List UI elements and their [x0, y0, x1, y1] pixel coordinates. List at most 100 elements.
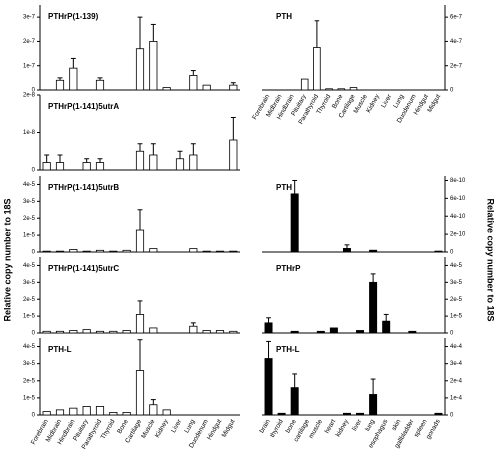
y-tick-label: 0: [32, 88, 36, 94]
panel-title: PTHrP(1-141)5utrA: [48, 102, 119, 111]
bar: [342, 248, 351, 253]
bar: [149, 154, 158, 171]
panel-title: PTH: [276, 183, 292, 192]
y-tick-label: 2e-8: [23, 93, 36, 99]
bar: [135, 229, 145, 253]
bar: [42, 162, 51, 171]
bar: [229, 330, 238, 334]
y-tick-label: 0: [450, 250, 454, 256]
bar: [122, 330, 131, 334]
bar: [277, 412, 286, 416]
panel-title: PTH-L: [276, 345, 300, 354]
x-tick-label: kidney: [335, 418, 351, 438]
y-axis-label: Relative copy number to 18S: [486, 198, 496, 321]
y-tick-label: 2e-5: [23, 216, 36, 222]
y-tick-label: 4e-4: [450, 344, 463, 350]
bar: [69, 407, 78, 416]
bar: [149, 248, 158, 253]
bar: [42, 411, 51, 416]
bar: [189, 248, 198, 253]
bar: [95, 79, 105, 91]
bar: [329, 327, 338, 334]
x-tick-label: Lung: [183, 418, 196, 434]
y-tick-label: 0: [450, 413, 454, 419]
y-tick-label: 2e-10: [450, 232, 466, 238]
bar: [55, 330, 65, 334]
bar: [264, 322, 273, 334]
y-tick-label: 0: [32, 331, 36, 337]
panel-title: PTHrP(1-141)5utrB: [48, 183, 119, 192]
bar: [189, 154, 198, 171]
bar: [337, 88, 346, 91]
y-tick-label: 3e-5: [23, 361, 36, 367]
bar: [55, 79, 65, 91]
panel-title: PTHrP: [276, 264, 301, 273]
x-tick-label: Kidney: [154, 418, 170, 439]
bar: [202, 330, 211, 334]
bar: [369, 281, 378, 334]
y-tick-label: 4e-7: [450, 39, 463, 45]
bar: [149, 41, 158, 91]
y-tick-label: 1e-5: [450, 314, 463, 320]
bar: [369, 394, 378, 416]
y-tick-label: 0: [450, 331, 454, 337]
y-tick-label: 4e-5: [450, 263, 463, 269]
y-tick-label: 0: [450, 88, 454, 94]
x-tick-label: thyroid: [269, 418, 285, 439]
bar: [434, 412, 443, 416]
bar: [300, 78, 309, 91]
bar: [342, 412, 351, 416]
y-tick-label: 1e-5: [23, 314, 36, 320]
bar: [135, 150, 145, 171]
bar: [69, 330, 78, 334]
y-tick-label: 1e-5: [23, 233, 36, 239]
panel-title: PTH-L: [48, 345, 72, 354]
bar: [356, 330, 365, 334]
y-tick-label: 0: [32, 413, 36, 419]
y-tick-label: 1e-8: [23, 130, 36, 136]
bar: [369, 249, 378, 253]
panel-title: PTHrP(1-141)5utrC: [48, 264, 119, 273]
bar: [95, 330, 105, 334]
bar: [408, 330, 417, 334]
bar: [202, 84, 211, 91]
bar: [434, 250, 443, 253]
bar: [290, 330, 299, 334]
y-tick-label: 3e-5: [23, 280, 36, 286]
bar: [55, 409, 65, 416]
bar: [109, 330, 118, 334]
y-tick-label: 4e-5: [23, 263, 36, 269]
bar: [69, 67, 78, 91]
x-tick-label: skin: [391, 418, 403, 432]
bar: [162, 87, 171, 91]
bar: [55, 250, 65, 253]
bar: [55, 162, 65, 171]
y-tick-label: 2e-5: [450, 297, 463, 303]
bar: [135, 314, 145, 334]
y-tick-label: 1e-7: [23, 63, 36, 69]
bar: [229, 84, 238, 91]
bar: [264, 358, 273, 416]
y-tick-label: 1e-5: [23, 395, 36, 401]
y-tick-label: 3e-4: [450, 361, 463, 367]
y-axis-label: Relative copy number to 18S: [2, 198, 12, 321]
bar: [175, 158, 185, 171]
bar: [316, 330, 325, 334]
bar: [382, 320, 391, 334]
bar: [82, 406, 91, 416]
bar: [135, 370, 145, 416]
bar: [95, 406, 105, 416]
y-tick-label: 2e-4: [450, 378, 463, 384]
x-tick-label: Liver: [170, 418, 184, 434]
y-tick-label: 3e-5: [450, 280, 463, 286]
x-tick-label: liver: [351, 418, 363, 433]
bar: [325, 88, 333, 91]
y-tick-label: 6e-10: [450, 196, 466, 202]
x-tick-label: Kidney: [365, 93, 381, 114]
bar: [290, 193, 299, 253]
y-tick-label: 4e-5: [23, 182, 36, 188]
bar: [356, 412, 365, 416]
y-tick-label: 0: [32, 250, 36, 256]
y-tick-label: 1e-4: [450, 395, 463, 401]
bar: [82, 329, 91, 334]
